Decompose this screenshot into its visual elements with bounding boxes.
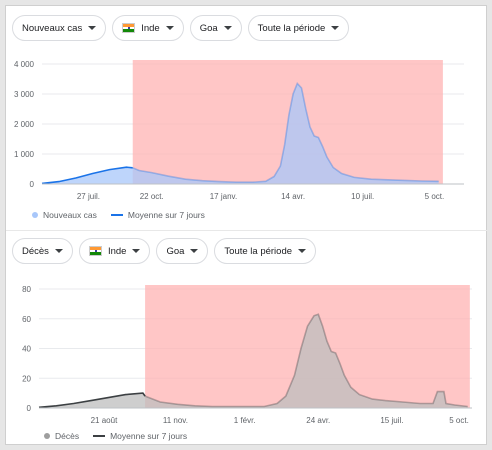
legend-bars-label: Décès (55, 431, 80, 441)
x-tick-label: 11 nov. (163, 416, 188, 425)
deaths-legend: Décès Moyenne sur 7 jours (44, 431, 187, 441)
x-tick-label: 15 juil. (380, 416, 403, 425)
metric-dropdown-label: Nouveaux cas (22, 22, 83, 34)
x-tick-label: 22 oct. (140, 192, 164, 201)
filter-bar-cases: Nouveaux cas Inde Goa Toute la période (12, 15, 350, 41)
y-tick-label: 4 000 (14, 60, 35, 69)
legend-item-line: Moyenne sur 7 jours (110, 210, 205, 220)
period-dropdown[interactable]: Toute la période (247, 15, 350, 41)
chevron-down-icon (88, 26, 97, 30)
y-tick-label: 80 (22, 285, 31, 294)
y-tick-label: 3 000 (14, 90, 35, 99)
x-tick-label: 5 oct. (425, 192, 445, 201)
india-flag-icon (88, 246, 102, 256)
legend-dot (44, 433, 50, 439)
metric-dropdown[interactable]: Décès (12, 238, 73, 264)
y-tick-label: 0 (27, 404, 32, 413)
y-tick-label: 40 (22, 345, 31, 354)
chevron-down-icon (132, 249, 141, 253)
x-tick-label: 27 juil. (77, 192, 100, 201)
country-dropdown[interactable]: Inde (78, 238, 151, 264)
y-tick-label: 60 (22, 315, 31, 324)
chevron-down-icon (223, 26, 232, 30)
period-dropdown-label: Toute la période (257, 22, 326, 34)
y-tick-label: 1 000 (14, 150, 35, 159)
legend-line-label: Moyenne sur 7 jours (110, 431, 188, 441)
legend-line-key (93, 435, 106, 437)
legend-item-line: Moyenne sur 7 jours (93, 431, 187, 441)
chevron-down-icon (298, 249, 307, 253)
period-dropdown-label: Toute la période (224, 245, 293, 257)
dashboard-frame: Nouveaux cas Inde Goa Toute la période 0… (5, 5, 488, 445)
legend-bars-label: Nouveaux cas (43, 210, 97, 220)
x-tick-label: 10 juil. (351, 192, 374, 201)
panel-divider (6, 230, 488, 231)
region-dropdown-label: Goa (199, 22, 218, 34)
region-dropdown[interactable]: Goa (156, 238, 209, 264)
x-tick-label: 21 août (91, 416, 118, 425)
period-dropdown[interactable]: Toute la période (214, 238, 317, 264)
metric-dropdown-label: Décès (22, 245, 49, 257)
deaths-chart[interactable]: 0 20 40 60 80 21 août 11 nov. 1 févr. 24 avr. 15 … (6, 280, 488, 428)
legend-item-bars: Nouveaux cas (32, 210, 97, 220)
country-dropdown[interactable]: Inde (112, 15, 184, 41)
chevron-down-icon (331, 26, 340, 30)
y-tick-label: 2 000 (14, 120, 35, 129)
moving-average-line-faded (144, 313, 468, 408)
y-tick-label: 0 (30, 180, 35, 189)
cases-chart[interactable]: 0 1 000 2 000 3 000 4 000 27 juil. 22 oct. 17 j… (6, 56, 488, 206)
india-flag-icon (122, 23, 136, 33)
x-tick-label: 24 avr. (306, 416, 330, 425)
x-tick-label: 1 févr. (234, 416, 256, 425)
chevron-down-icon (190, 249, 199, 253)
x-tick-label: 14 avr. (281, 192, 305, 201)
region-dropdown[interactable]: Goa (189, 15, 242, 41)
legend-line-label: Moyenne sur 7 jours (127, 210, 205, 220)
chevron-down-icon (54, 249, 63, 253)
country-dropdown-label: Inde (107, 245, 127, 257)
x-tick-label: 5 oct. (449, 416, 469, 425)
chevron-down-icon (165, 26, 174, 30)
legend-item-bars: Décès (44, 431, 79, 441)
moving-average-line (41, 166, 133, 185)
moving-average-line-faded (132, 82, 439, 183)
country-dropdown-label: Inde (141, 22, 160, 34)
y-tick-label: 20 (22, 374, 31, 383)
legend-dot (32, 212, 38, 218)
cases-legend: Nouveaux cas Moyenne sur 7 jours (32, 210, 205, 220)
legend-line-key (110, 214, 123, 216)
moving-average-line (38, 392, 146, 409)
x-tick-label: 17 janv. (210, 192, 237, 201)
filter-bar-deaths: Décès Inde Goa Toute la période (12, 238, 317, 264)
metric-dropdown[interactable]: Nouveaux cas (12, 15, 107, 41)
region-dropdown-label: Goa (166, 245, 185, 257)
